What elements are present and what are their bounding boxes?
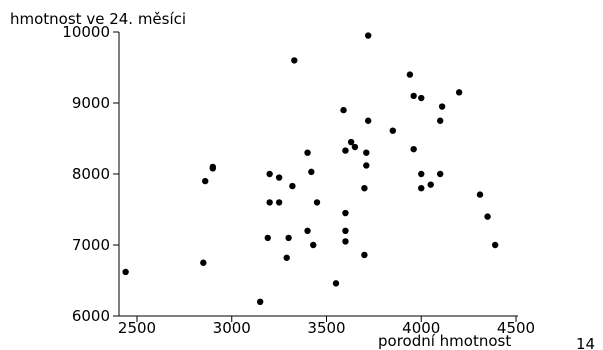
data-point (275, 174, 283, 181)
page-number: 14 (576, 335, 595, 350)
data-point (256, 298, 264, 305)
data-point (342, 147, 349, 154)
x-tick-label: 3000 (213, 319, 251, 337)
data-point (209, 163, 216, 171)
y-axis-ticks: 6000 7000 8000 9000 10000 (62, 23, 119, 325)
data-point (363, 149, 370, 156)
data-point (266, 199, 273, 206)
x-axis-ticks: 2500 3000 3500 4000 4500 (118, 316, 535, 337)
y-tick-label: 10000 (62, 23, 110, 41)
data-point (361, 251, 368, 259)
y-tick-label: 9000 (72, 94, 110, 112)
data-point (342, 209, 349, 217)
data-point (200, 259, 207, 266)
data-point (455, 89, 463, 96)
data-points (122, 32, 499, 305)
data-point (410, 92, 417, 100)
data-point (122, 268, 129, 276)
data-point (304, 227, 311, 234)
data-point (202, 177, 209, 185)
data-point (291, 57, 298, 64)
data-point (437, 117, 444, 124)
data-point (347, 138, 355, 146)
data-point (361, 185, 368, 192)
x-tick-label: 4500 (497, 319, 535, 337)
data-point (304, 149, 311, 156)
data-point (264, 234, 271, 242)
data-point (418, 94, 425, 102)
data-point (310, 241, 317, 249)
data-point (283, 254, 290, 261)
data-point (364, 117, 372, 124)
data-point (285, 234, 292, 242)
data-point (410, 145, 417, 153)
data-point (351, 143, 359, 151)
data-point (406, 71, 414, 78)
data-point (491, 241, 499, 249)
y-tick-label: 8000 (72, 165, 110, 183)
x-tick-label: 2500 (118, 319, 156, 337)
data-point (437, 170, 444, 178)
data-point (438, 103, 446, 110)
data-point (363, 162, 370, 169)
data-point (342, 227, 349, 234)
y-tick-label: 7000 (72, 236, 110, 254)
data-point (340, 106, 347, 114)
data-point (427, 181, 434, 188)
data-point (484, 213, 491, 220)
data-point (289, 182, 296, 190)
data-point (389, 127, 397, 134)
data-point (275, 199, 283, 206)
y-axis-title: hmotnost ve 24. měsíci (10, 10, 186, 28)
data-point (364, 32, 372, 39)
data-point (342, 238, 349, 245)
data-point (476, 191, 484, 198)
data-point (332, 280, 340, 287)
x-axis-title: porodní hmotnost (378, 332, 511, 350)
data-point (418, 170, 425, 178)
data-point (308, 168, 315, 176)
axes (118, 32, 518, 317)
data-point (418, 185, 425, 192)
y-tick-label: 6000 (72, 307, 110, 325)
x-tick-label: 4000 (402, 319, 440, 337)
data-point (266, 170, 273, 178)
x-tick-label: 3500 (307, 319, 345, 337)
data-point (313, 199, 321, 206)
